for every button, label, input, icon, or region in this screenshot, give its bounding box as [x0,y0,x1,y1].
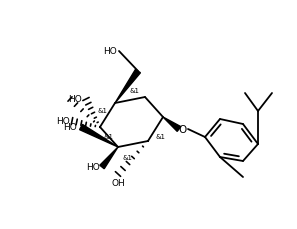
Polygon shape [80,125,118,147]
Text: OH: OH [111,178,125,187]
Polygon shape [115,70,140,104]
Text: &1: &1 [104,134,114,139]
Text: O: O [179,124,187,134]
Polygon shape [100,147,118,169]
Text: HO: HO [63,123,77,132]
Text: &1: &1 [123,154,133,160]
Text: HO: HO [68,95,82,104]
Text: &1: &1 [130,88,140,94]
Polygon shape [163,117,181,132]
Text: HO: HO [103,47,117,56]
Text: HO: HO [56,117,70,126]
Text: &1: &1 [156,134,166,139]
Text: HO: HO [86,163,100,172]
Text: &1: &1 [97,108,107,114]
